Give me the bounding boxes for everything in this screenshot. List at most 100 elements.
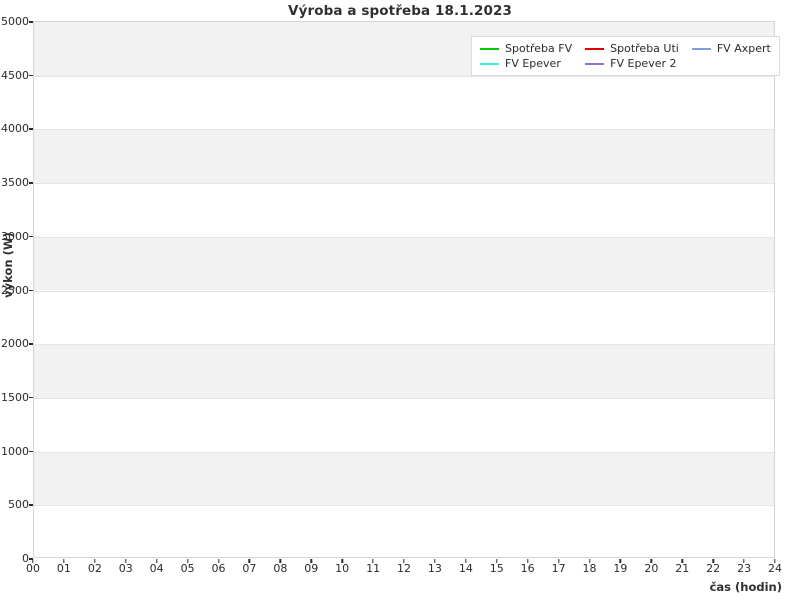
gridline — [34, 129, 774, 131]
y-axis-tick-mark — [29, 396, 33, 399]
legend-entry[interactable]: Spotřeba Uti — [585, 42, 679, 55]
legend-label: Spotřeba Uti — [610, 42, 679, 55]
y-axis-tick-label: 500 — [8, 498, 29, 512]
y-axis-tick-label: 0 — [22, 552, 29, 565]
x-axis-tick-label: 04 — [149, 562, 164, 575]
y-axis-tick-label: 3500 — [1, 176, 29, 190]
x-axis-tick-label: 18 — [582, 562, 597, 575]
x-axis-tick-mark — [434, 559, 436, 563]
chart-legend[interactable]: Spotřeba FV Spotřeba Uti FV Axpert FV Epeve… — [471, 36, 780, 76]
x-axis-tick-labels: 00 01 02 03 04 05 06 07 08 09 10 11 12 13 14 15 16 17 18 19… — [0, 563, 800, 579]
y-axis-tick-mark — [29, 504, 33, 506]
x-axis-tick-label: 21 — [675, 562, 690, 575]
gridline — [34, 183, 774, 185]
y-axis-tick-label: 2000 — [1, 337, 29, 351]
x-axis-tick-mark — [465, 559, 467, 563]
y-axis-tick-labels: 0 500 1000 1500 2000 2500 3000 3500 4000 4500 5000 — [0, 0, 29, 600]
legend-label: FV Epever 2 — [610, 57, 677, 70]
x-axis-tick-label: 17 — [551, 562, 566, 575]
gridline — [34, 75, 774, 77]
legend-label: Spotřeba FV — [505, 42, 573, 55]
gridline — [34, 290, 774, 292]
x-axis-tick-label: 10 — [335, 562, 350, 575]
legend-entry[interactable]: FV Epever — [480, 57, 572, 70]
x-axis-tick-label: 16 — [520, 562, 535, 575]
chart-title: Výroba a spotřeba 18.1.2023 — [288, 3, 512, 19]
x-axis-tick-label: 12 — [397, 562, 411, 575]
x-axis-tick-mark — [279, 559, 282, 563]
gridline — [34, 451, 774, 453]
x-axis-tick-label: 14 — [458, 562, 473, 575]
y-axis-tick-mark — [29, 74, 33, 77]
legend-line-swatch-icon — [480, 47, 499, 50]
x-axis-tick-label: 07 — [242, 562, 257, 575]
y-axis-tick-mark — [29, 343, 33, 345]
x-axis-tick-label: 06 — [211, 562, 226, 575]
legend-line-swatch-icon — [585, 62, 605, 65]
x-axis-tick-mark — [310, 559, 312, 563]
y-axis-tick-label: 3000 — [1, 229, 29, 243]
y-axis-tick-mark — [29, 21, 33, 23]
y-axis-tick-label: 1000 — [1, 444, 29, 458]
x-axis-title: čas (hodin) — [709, 580, 782, 594]
legend-entry[interactable]: FV Axpert — [691, 42, 771, 55]
x-axis-tick-label: 15 — [489, 562, 504, 575]
x-axis-tick-mark — [341, 559, 343, 563]
x-axis-tick-mark — [619, 559, 622, 563]
x-axis-tick-label: 24 — [768, 562, 782, 575]
y-axis-tick-mark — [29, 558, 33, 560]
gridline — [34, 397, 774, 399]
x-axis-tick-label: 22 — [706, 562, 721, 575]
legend-line-swatch-icon — [480, 62, 499, 65]
y-axis-tick-label: 5000 — [1, 15, 29, 28]
series-layer — [34, 22, 774, 557]
x-axis-tick-mark — [248, 559, 251, 563]
x-axis-tick-mark — [681, 559, 683, 563]
y-axis-tick-mark — [29, 289, 33, 292]
legend-line-swatch-icon — [691, 47, 711, 50]
gridline — [34, 505, 774, 507]
legend-label: FV Epever — [505, 57, 561, 70]
y-axis-title: výkon (W) — [1, 232, 15, 298]
y-axis-tick-label: 4500 — [1, 68, 29, 82]
x-axis-tick-mark — [186, 559, 189, 563]
x-axis-tick-label: 23 — [737, 562, 752, 575]
x-axis-tick-label: 13 — [427, 562, 442, 575]
y-axis-tick-label: 4000 — [1, 122, 29, 136]
y-axis-tick-mark — [29, 235, 33, 238]
grid-band — [34, 344, 774, 398]
y-axis-tick-mark — [29, 182, 33, 184]
grid-band — [34, 129, 774, 184]
plot-area[interactable] — [33, 21, 775, 558]
x-axis-tick-label: 05 — [180, 562, 195, 575]
gridline — [34, 344, 774, 346]
x-axis-tick-label: 00 — [26, 562, 40, 575]
legend-entry[interactable]: Spotřeba FV — [480, 42, 572, 55]
x-axis-tick-mark — [650, 559, 653, 563]
gridline — [34, 236, 774, 238]
x-axis-tick-mark — [774, 559, 776, 563]
x-axis-tick-label: 02 — [87, 562, 102, 575]
x-axis-tick-label: 20 — [644, 562, 659, 575]
legend-entry[interactable]: FV Epever 2 — [585, 57, 679, 70]
x-axis-tick-label: 19 — [613, 562, 628, 575]
x-axis-tick-mark — [588, 559, 591, 563]
x-axis-tick-mark — [712, 559, 714, 563]
x-axis-tick-mark — [94, 559, 96, 563]
x-axis-tick-mark — [743, 559, 745, 563]
x-axis-tick-mark — [155, 559, 158, 563]
x-axis-tick-mark — [125, 559, 127, 563]
grid-band — [34, 236, 774, 291]
grid-band — [34, 451, 774, 506]
x-axis-tick-mark — [496, 559, 498, 563]
x-axis-tick-mark — [32, 559, 34, 563]
x-axis-tick-mark — [372, 559, 374, 563]
x-axis-tick-mark — [63, 559, 65, 563]
x-axis-tick-mark — [403, 559, 405, 563]
y-axis-tick-label: 2500 — [1, 283, 29, 297]
x-axis-tick-mark — [526, 559, 529, 563]
x-axis-tick-label: 11 — [366, 562, 381, 575]
legend-line-swatch-icon — [585, 47, 605, 50]
x-axis-tick-label: 08 — [273, 562, 288, 575]
